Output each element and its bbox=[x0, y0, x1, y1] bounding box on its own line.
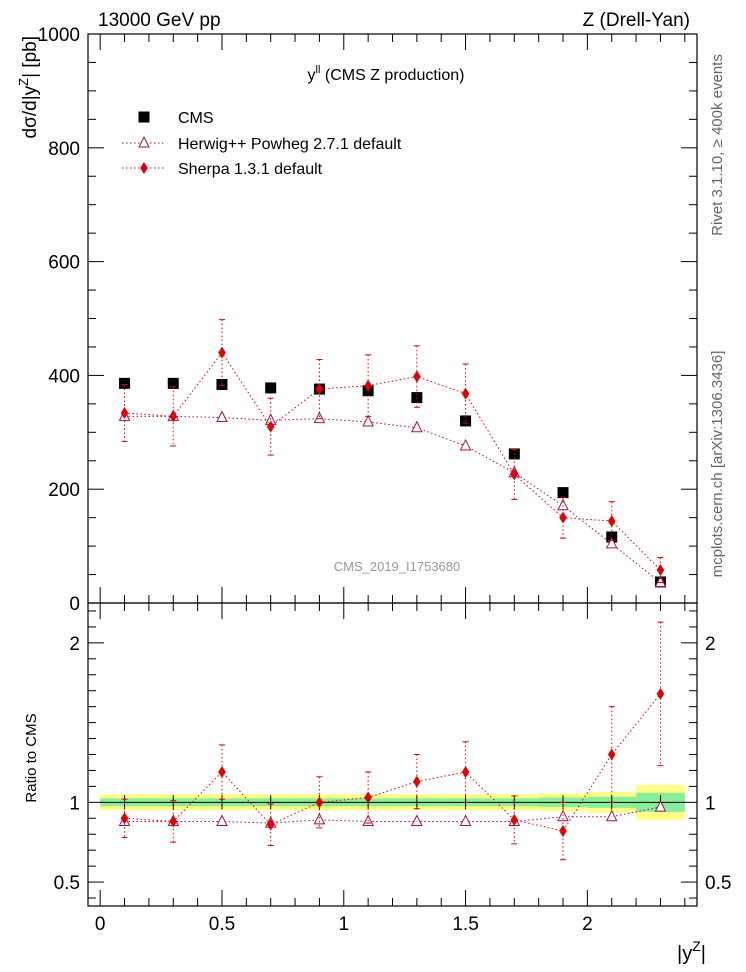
herwig-point bbox=[313, 411, 326, 424]
cms-point bbox=[265, 382, 277, 394]
sherpa-point bbox=[656, 563, 665, 576]
sherpa-point bbox=[413, 775, 421, 788]
herwig-point bbox=[411, 420, 423, 433]
cms-point bbox=[411, 392, 423, 404]
main-ytick-label: 600 bbox=[48, 253, 80, 274]
sherpa-line bbox=[124, 351, 661, 571]
main-ytick-label: 400 bbox=[48, 366, 80, 387]
sherpa-point bbox=[364, 379, 372, 392]
ratio-data bbox=[118, 621, 667, 861]
main-ytick-label: 1000 bbox=[38, 25, 80, 46]
legend-label-sherpa: Sherpa 1.3.1 default bbox=[178, 161, 323, 178]
sherpa-point bbox=[656, 687, 665, 700]
watermark: CMS_2019_I1753680 bbox=[334, 559, 461, 574]
header-left: 13000 GeV pp bbox=[98, 10, 221, 31]
sherpa-point bbox=[607, 748, 616, 761]
ratio-frame bbox=[87, 602, 698, 907]
ratio-ytick-label: 0.5 bbox=[54, 873, 80, 894]
ratio-xtick-label: 1.5 bbox=[452, 914, 478, 935]
herwig-point bbox=[459, 438, 472, 451]
herwig-point bbox=[362, 414, 374, 427]
legend-label-herwig: Herwig++ Powheg 2.7.1 default bbox=[178, 136, 402, 153]
ratio-ytick-label-right: 2 bbox=[705, 634, 716, 655]
sherpa-point bbox=[120, 812, 129, 825]
cms-point bbox=[167, 377, 179, 389]
legend-marker-herwig bbox=[138, 135, 150, 148]
herwig-line bbox=[124, 806, 661, 824]
sherpa-point bbox=[266, 818, 275, 831]
main-title: yll (CMS Z production) bbox=[308, 64, 465, 84]
ratio-axis-ticks bbox=[88, 603, 697, 906]
sherpa-point bbox=[413, 370, 421, 383]
sherpa-point bbox=[315, 796, 324, 809]
rivet-label: Rivet 3.1.10, ≥ 400k events bbox=[709, 54, 726, 236]
sherpa-point bbox=[315, 383, 324, 396]
ratio-ytick-label: 1 bbox=[69, 793, 80, 814]
ratio-band bbox=[100, 784, 685, 820]
cms-point bbox=[557, 487, 569, 499]
main-axis-ticks bbox=[88, 33, 697, 604]
main-ytick-label: 0 bbox=[69, 594, 80, 615]
sherpa-point bbox=[510, 813, 519, 826]
main-panel: yll (CMS Z production) dσ/d|yZ| [pb] CMS… bbox=[16, 25, 698, 615]
ratio-ytick-label-right: 0.5 bbox=[705, 873, 731, 894]
herwig-point bbox=[411, 814, 423, 826]
sherpa-point bbox=[461, 387, 470, 400]
sherpa-point bbox=[266, 420, 275, 433]
herwig-point bbox=[654, 800, 667, 812]
ratio-xtick-label: 0.5 bbox=[209, 914, 235, 935]
herwig-point bbox=[605, 536, 618, 549]
sherpa-point bbox=[461, 766, 470, 779]
legend: CMS Herwig++ Powheg 2.7.1 default Sherpa 1… bbox=[122, 110, 402, 178]
herwig-point bbox=[459, 814, 472, 826]
ratio-panel: 0.5 0.5 1 1 2 2 0 0.5 1 1.5 2 Ratio to CMS |yZ| bbox=[23, 602, 732, 965]
herwig-point bbox=[216, 410, 228, 423]
herwig-point bbox=[216, 814, 228, 826]
sherpa-point bbox=[169, 815, 178, 828]
ratio-ytick-labels: 0.5 0.5 1 1 2 2 bbox=[54, 634, 732, 894]
sherpa-point bbox=[120, 406, 129, 419]
herwig-point bbox=[605, 809, 618, 822]
ratio-xlabel: |yZ| bbox=[677, 938, 706, 965]
ratio-xtick-label: 2 bbox=[582, 914, 593, 935]
legend-marker-cms bbox=[138, 111, 150, 123]
ratio-xtick-labels: 0 0.5 1 1.5 2 bbox=[95, 914, 593, 935]
sherpa-point bbox=[510, 468, 519, 481]
main-ytick-labels: 0 200 400 600 800 1000 bbox=[38, 25, 80, 615]
ratio-ytick-label-right: 1 bbox=[705, 793, 716, 814]
header-right: Z (Drell-Yan) bbox=[583, 10, 690, 31]
sherpa-point bbox=[364, 791, 372, 804]
cms-point bbox=[119, 377, 131, 389]
main-ytick-label: 200 bbox=[48, 480, 80, 501]
main-data bbox=[118, 319, 667, 588]
legend-marker-sherpa bbox=[140, 162, 148, 174]
sherpa-point bbox=[607, 515, 616, 528]
ratio-ylabel: Ratio to CMS bbox=[23, 713, 40, 802]
sherpa-point bbox=[218, 766, 226, 779]
ratio-ytick-label: 2 bbox=[69, 634, 80, 655]
sherpa-point bbox=[559, 511, 567, 524]
sherpa-point bbox=[169, 410, 178, 423]
sherpa-point bbox=[218, 346, 226, 359]
legend-label-cms: CMS bbox=[178, 110, 214, 127]
main-ytick-label: 800 bbox=[48, 139, 80, 160]
ratio-xtick-label: 0 bbox=[95, 914, 106, 935]
herwig-line bbox=[124, 415, 661, 583]
mcplots-label: mcplots.cern.ch [arXiv:1306.3436] bbox=[709, 351, 726, 578]
sherpa-point bbox=[559, 825, 567, 838]
ratio-xtick-label: 1 bbox=[338, 914, 349, 935]
herwig-point bbox=[313, 812, 326, 825]
main-ylabel: dσ/d|yZ| [pb] bbox=[16, 36, 41, 138]
